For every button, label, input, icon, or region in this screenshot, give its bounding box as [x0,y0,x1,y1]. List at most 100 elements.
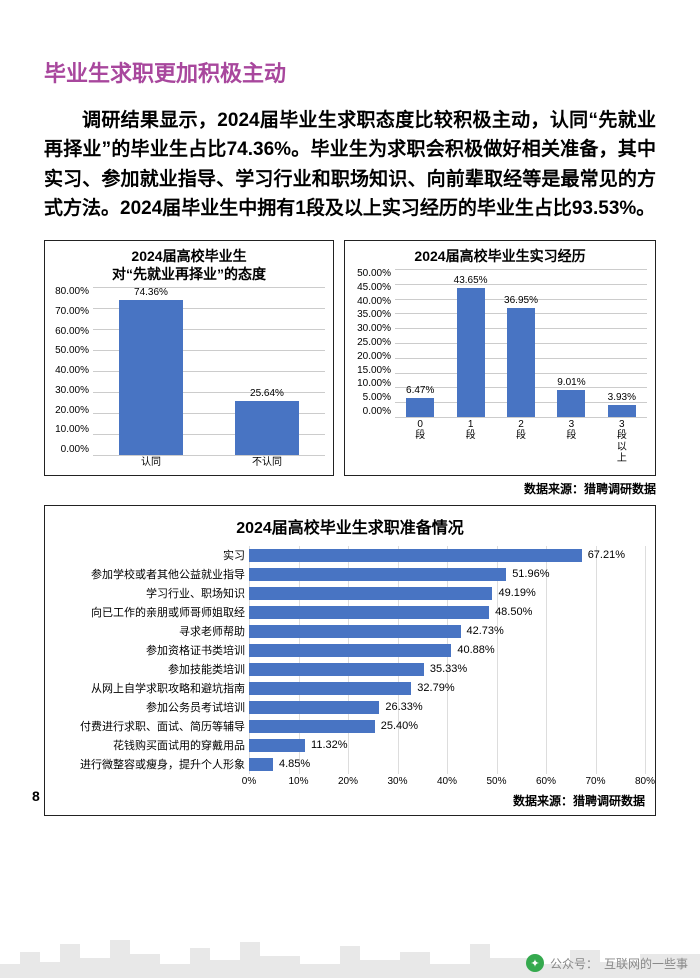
x-tick-label: 10% [288,776,308,787]
watermark: ✦ 公众号： 互联网的一些事 [526,954,688,972]
hbar-value-label: 40.88% [457,644,494,656]
x-tick-label: 认同 [93,457,209,469]
data-source: 数据来源：猎聘调研数据 [55,792,645,809]
hbar-label: 花钱购买面试用的穿戴用品 [55,737,249,753]
hbar-value-label: 42.73% [467,625,504,637]
hbar-row: 向已工作的亲朋或师哥师姐取经48.50% [55,603,645,622]
x-tick-label: 60% [536,776,556,787]
x-tick-label: 1 段 [445,419,495,465]
bar-value-label: 36.95% [504,295,538,306]
top-charts-row: 2024届高校毕业生 对“先就业再择业”的态度 80.00% 70.00% 60.0… [44,240,656,476]
chart-title: 2024届高校毕业生实习经历 [345,241,655,269]
hbar-value-label: 32.79% [417,682,454,694]
y-tick-label: 0.00% [349,407,391,417]
y-tick-label: 40.00% [49,366,89,376]
footer-silhouette [0,934,700,978]
section-heading: 毕业生求职更加积极主动 [44,56,656,88]
watermark-prefix: 公众号： [550,955,598,972]
hbar-label: 从网上自学求职攻略和避坑指南 [55,680,249,696]
hbar-row: 进行微整容或瘦身，提升个人形象 4.85% [55,755,645,774]
bar-value-label: 6.47% [406,385,434,396]
hbar-row: 付费进行求职、面试、简历等辅导 25.40% [55,717,645,736]
hbar-row: 花钱购买面试用的穿戴用品 11.32% [55,736,645,755]
hbar-value-label: 4.85% [279,758,310,770]
x-tick-label: 30% [387,776,407,787]
bar-value-label: 43.65% [454,275,488,286]
hbar-row: 参加资格证书类培训 40.88% [55,641,645,660]
bar: 3.93% [597,269,647,417]
hbar-label: 参加学校或者其他公益就业指导 [55,566,249,582]
hbar-value-label: 25.40% [381,720,418,732]
page-number: 8 [32,788,40,804]
attitude-chart: 2024届高校毕业生 对“先就业再择业”的态度 80.00% 70.00% 60.0… [44,240,334,476]
x-tick-label: 70% [585,776,605,787]
x-tick-label: 3 段 以 上 [597,419,647,465]
x-tick-label: 0 段 [395,419,445,465]
hbar [249,549,582,562]
y-tick-label: 70.00% [49,307,89,317]
hbar-row: 从网上自学求职攻略和避坑指南 32.79% [55,679,645,698]
chart-title: 2024届高校毕业生 对“先就业再择业”的态度 [45,241,333,287]
y-tick-label: 80.00% [49,287,89,297]
y-tick-label: 60.00% [49,327,89,337]
x-tick-label: 3 段 [546,419,596,465]
y-tick-label: 10.00% [49,425,89,435]
y-tick-label: 20.00% [49,406,89,416]
data-source: 数据来源：猎聘调研数据 [44,480,656,497]
y-tick-label: 35.00% [349,310,391,320]
hbar-row: 参加学校或者其他公益就业指导 51.96% [55,565,645,584]
bar-value-label: 3.93% [608,392,636,403]
x-tick-label: 20% [338,776,358,787]
x-tick-label: 50% [486,776,506,787]
y-tick-label: 45.00% [349,283,391,293]
x-tick-label: 80% [635,776,655,787]
hbar [249,568,506,581]
hbar-value-label: 51.96% [512,568,549,580]
hbar-value-label: 11.32% [311,739,348,751]
y-tick-label: 30.00% [349,324,391,334]
hbar-row: 参加公务员考试培训26.33% [55,698,645,717]
watermark-name: 互联网的一些事 [604,955,688,972]
hbar-row: 实习 67.21% [55,546,645,565]
hbar [249,739,305,752]
bar-value-label: 9.01% [557,377,585,388]
y-tick-label: 0.00% [49,445,89,455]
internship-chart: 2024届高校毕业生实习经历 50.00% 45.00% 40.00% 35.00% 3… [344,240,656,476]
hbar [249,720,375,733]
hbar [249,606,489,619]
hbar [249,682,411,695]
hbar-row: 参加技能类培训 35.33% [55,660,645,679]
bar-value-label: 25.64% [250,388,284,399]
bar: 6.47% [395,269,445,417]
hbar [249,663,424,676]
hbar [249,625,461,638]
hbar-label: 参加技能类培训 [55,661,249,677]
bar-value-label: 74.36% [134,287,168,298]
y-tick-label: 40.00% [349,297,391,307]
hbar-row: 寻求老师帮助 42.73% [55,622,645,641]
hbar-row: 学习行业、职场知识49.19% [55,584,645,603]
hbar-label: 学习行业、职场知识 [55,585,249,601]
y-tick-label: 15.00% [349,366,391,376]
hbar-label: 实习 [55,547,249,563]
x-tick-label: 不认同 [209,457,325,469]
bar: 25.64% [209,287,325,455]
x-tick-label: 0% [242,776,256,787]
hbar-value-label: 48.50% [495,606,532,618]
y-tick-label: 20.00% [349,352,391,362]
x-tick-label: 40% [437,776,457,787]
hbar-value-label: 35.33% [430,663,467,675]
hbar-label: 寻求老师帮助 [55,623,249,639]
hbar [249,644,451,657]
y-tick-label: 25.00% [349,338,391,348]
wechat-icon: ✦ [526,954,544,972]
hbar-value-label: 67.21% [588,549,625,561]
y-tick-label: 50.00% [349,269,391,279]
hbar-label: 付费进行求职、面试、简历等辅导 [55,718,249,734]
bar: 74.36% [93,287,209,455]
hbar [249,758,273,771]
hbar-label: 参加资格证书类培训 [55,642,249,658]
bar: 43.65% [445,269,495,417]
x-tick-label: 2 段 [496,419,546,465]
hbar-label: 进行微整容或瘦身，提升个人形象 [55,756,249,772]
